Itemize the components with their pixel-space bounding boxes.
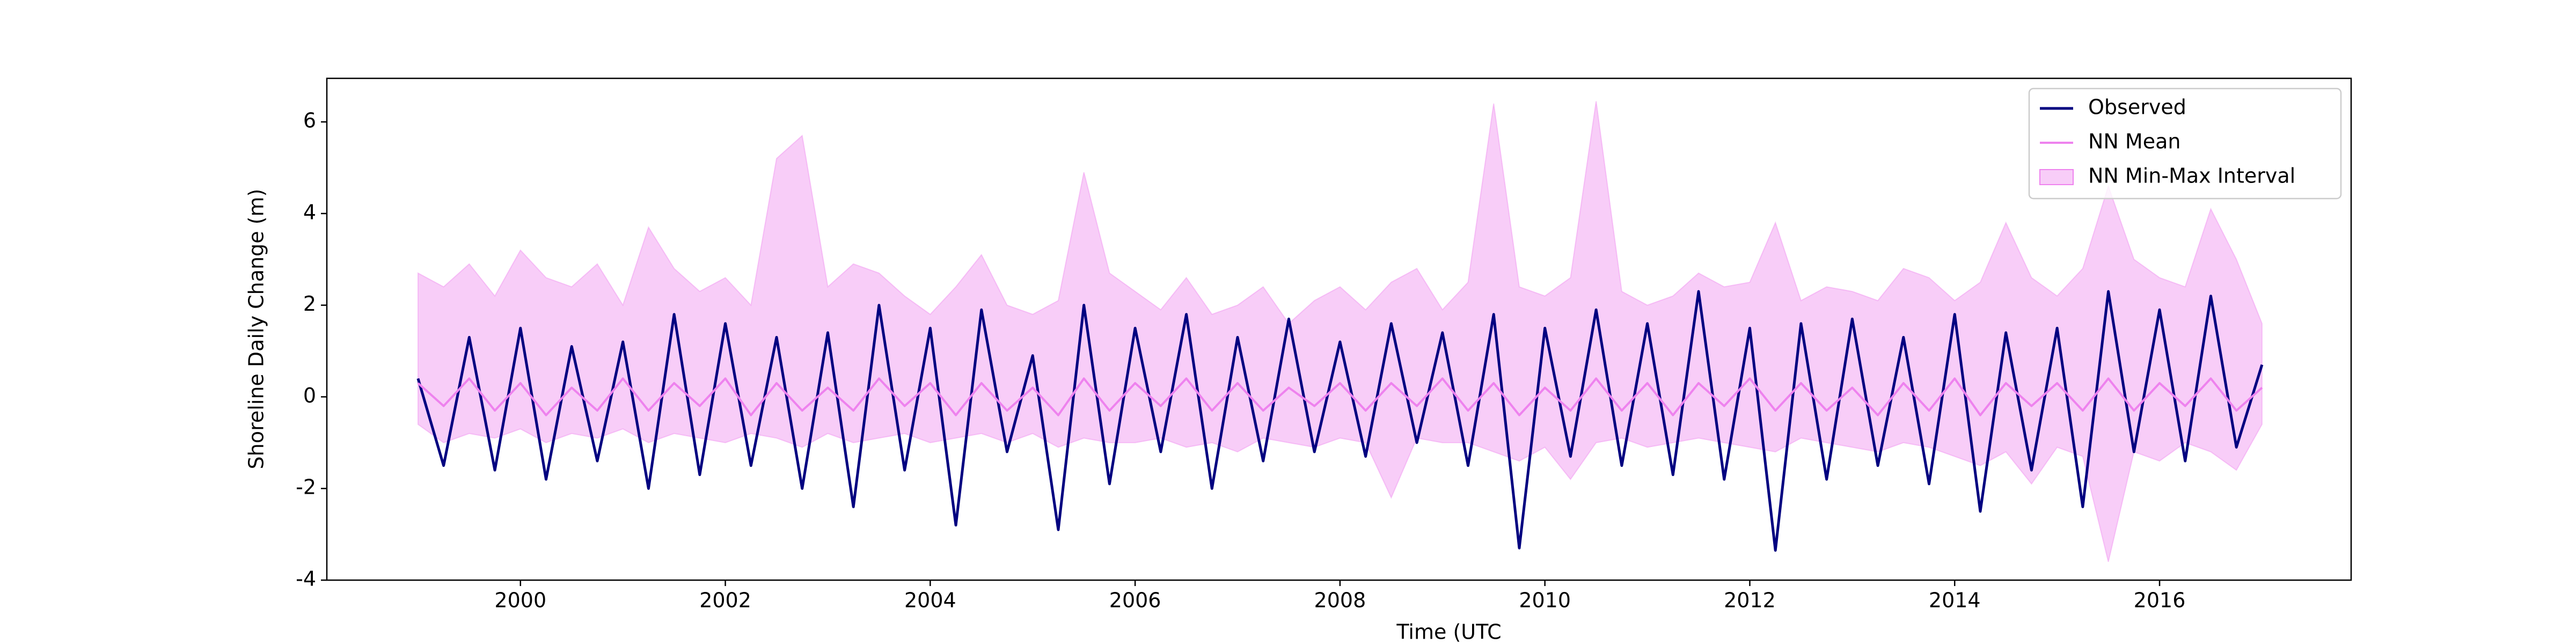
y-tick-label: 6 [303, 109, 316, 133]
legend-label: NN Min-Max Interval [2088, 164, 2295, 188]
x-tick-label: 2016 [2134, 589, 2186, 612]
y-tick-label: 2 [303, 292, 316, 316]
y-tick-label: -2 [296, 475, 316, 499]
legend-box [2028, 87, 2342, 200]
y-tick-label: 4 [303, 200, 316, 224]
x-tick-label: 2004 [904, 589, 956, 612]
x-axis-label: Time (UTC [1396, 620, 1501, 644]
x-tick-label: 2006 [1109, 589, 1161, 612]
x-tick-label: 2008 [1314, 589, 1366, 612]
legend-label: Observed [2088, 96, 2186, 119]
x-tick-label: 2010 [1519, 589, 1571, 612]
x-tick-label: 2002 [699, 589, 751, 612]
y-axis-label: Shoreline Daily Change (m) [245, 189, 268, 470]
legend-label: NN Mean [2088, 130, 2180, 153]
x-tick-label: 2014 [1929, 589, 1981, 612]
legend-patch [2039, 169, 2074, 185]
min-max-band [417, 101, 2263, 562]
y-tick-label: 0 [303, 384, 316, 407]
series-line [416, 290, 2264, 552]
x-tick-label: 2000 [494, 589, 546, 612]
plot-frame [326, 77, 2352, 581]
series-line [417, 377, 2263, 416]
x-tick-label: 2012 [1724, 589, 1776, 612]
y-tick-label: -4 [296, 567, 316, 591]
